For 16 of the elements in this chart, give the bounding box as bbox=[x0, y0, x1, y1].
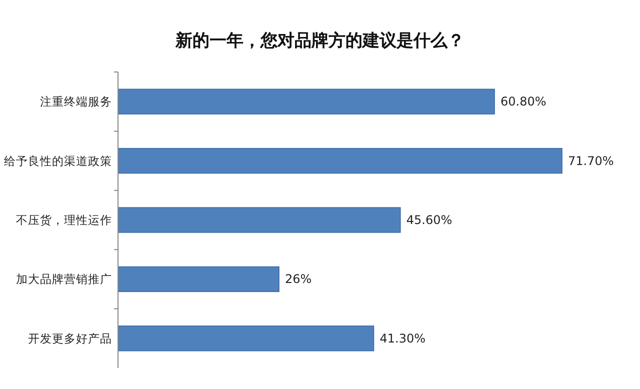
bar bbox=[118, 326, 374, 352]
data-label: 45.60% bbox=[406, 213, 452, 227]
chart-title: 新的一年，您对品牌方的建议是什么？ bbox=[174, 31, 464, 51]
y-tick-label: 不压货，理性运作 bbox=[16, 213, 112, 227]
bar bbox=[118, 207, 401, 233]
bar bbox=[118, 148, 562, 174]
y-tick-label: 注重终端服务 bbox=[40, 94, 112, 109]
data-label: 26% bbox=[285, 272, 312, 286]
data-label: 71.70% bbox=[568, 154, 614, 168]
data-label: 41.30% bbox=[380, 331, 426, 346]
y-tick-label: 加大品牌营销推广 bbox=[16, 272, 112, 286]
bar bbox=[118, 88, 495, 114]
y-tick-label: 开发更多好产品 bbox=[28, 331, 112, 346]
data-label: 60.80% bbox=[500, 94, 546, 109]
bar bbox=[118, 266, 280, 292]
y-tick-label: 给予良性的渠道政策 bbox=[4, 154, 112, 168]
